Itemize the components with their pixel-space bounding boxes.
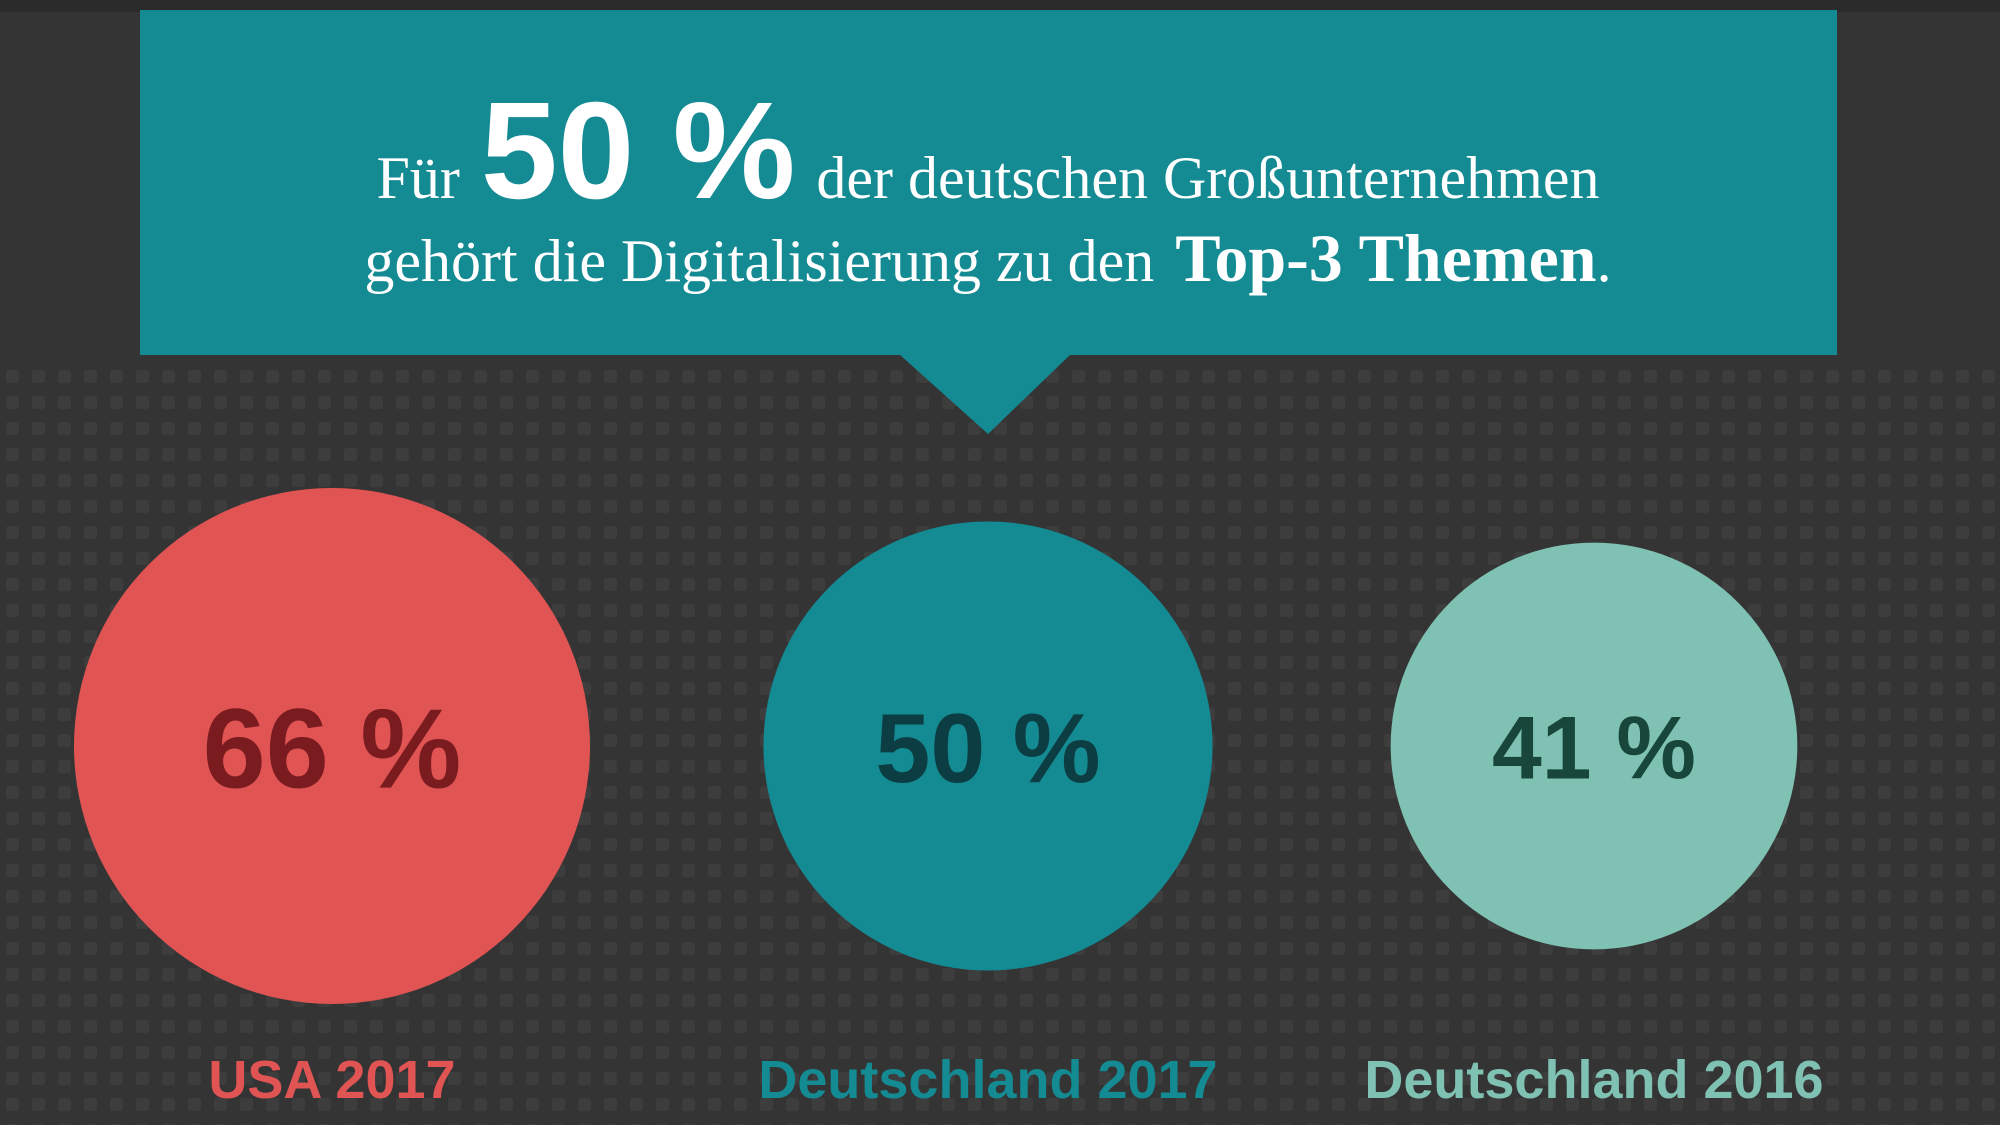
value-label: 41 %	[1492, 698, 1696, 798]
value-label: 66 %	[203, 685, 462, 812]
callout: Für 50 % der deutschen Großunternehmen g…	[140, 10, 1837, 434]
callout-box	[140, 10, 1837, 355]
category-label: Deutschland 2017	[758, 1050, 1217, 1110]
bubble	[1390, 542, 1798, 950]
category-label: Deutschland 2016	[1364, 1050, 1823, 1110]
value-label: 50 %	[875, 693, 1100, 803]
category-label: USA 2017	[208, 1050, 455, 1110]
callout-prefix: Für	[377, 145, 460, 211]
callout-pointer	[899, 354, 1071, 434]
top-edge	[0, 0, 2000, 12]
callout-suffix: .	[1597, 228, 1612, 294]
callout-highlight: 50 %	[481, 74, 796, 228]
bubble	[763, 521, 1213, 971]
callout-line2-text: gehört die Digitalisierung zu den	[364, 228, 1154, 294]
callout-middle: der deutschen Großunternehmen	[816, 145, 1599, 211]
callout-line-2: gehört die Digitalisierung zu den Top-3 …	[364, 220, 1611, 296]
callout-emphasis: Top-3 Themen	[1175, 220, 1596, 296]
callout-line-1: Für 50 % der deutschen Großunternehmen	[377, 74, 1600, 228]
bubble	[74, 488, 590, 1004]
